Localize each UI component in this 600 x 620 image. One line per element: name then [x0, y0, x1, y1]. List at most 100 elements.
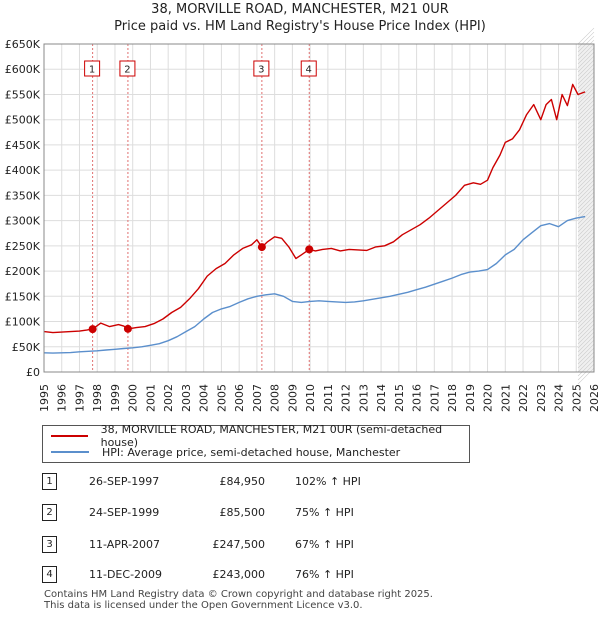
forecast-hatch [577, 287, 595, 305]
x-tick-label: 2026 [588, 384, 600, 412]
forecast-hatch [577, 275, 595, 293]
x-tick-label: 2017 [428, 384, 441, 412]
x-tick-label: 2023 [535, 384, 548, 412]
row-badge: 1 [42, 473, 57, 490]
table-row: 4 11-DEC-2009 £243,000 76% ↑ HPI [42, 566, 600, 584]
forecast-hatch [577, 351, 595, 369]
forecast-hatch [577, 135, 595, 153]
forecast-hatch [577, 159, 595, 177]
x-tick-label: 2000 [127, 384, 140, 412]
table-row: 2 24-SEP-1999 £85,500 75% ↑ HPI [42, 504, 600, 522]
footer-notice: Contains HM Land Registry data © Crown c… [44, 589, 433, 611]
row-badge: 4 [42, 566, 57, 583]
row-date: 11-DEC-2009 [89, 568, 163, 581]
x-tick-label: 2024 [553, 384, 566, 412]
legend-swatch-property [51, 435, 88, 437]
y-tick-label: £250K [5, 240, 41, 253]
x-tick-label: 2021 [499, 384, 512, 412]
forecast-hatch [577, 327, 595, 345]
series-line [43, 83, 586, 334]
forecast-hatch [577, 55, 595, 73]
chart-series [43, 83, 586, 354]
legend-item-property: 38, MORVILLE ROAD, MANCHESTER, M21 0UR (… [51, 423, 469, 449]
sale-marker-label: 1 [89, 65, 95, 76]
forecast-hatch [577, 199, 595, 217]
forecast-hatch [577, 315, 595, 333]
forecast-hatch [577, 207, 595, 225]
forecast-hatch [577, 311, 595, 329]
x-tick-label: 2011 [322, 384, 335, 412]
forecast-hatch [577, 83, 595, 101]
sale-point [123, 324, 132, 333]
forecast-hatch [577, 339, 595, 357]
footer-line-2: This data is licensed under the Open Gov… [44, 600, 363, 611]
forecast-hatch [577, 63, 595, 81]
forecast-hatch [577, 119, 595, 137]
chart-axes: £0 £50K £100K £150K £200K £250K £300K £350K £400… [5, 38, 600, 412]
forecast-hatch [577, 239, 595, 257]
price-chart: 1 2 3 4 £0 £50K £100K £150K £200K £250K £300K £350… [5, 27, 600, 412]
forecast-hatch [577, 211, 595, 229]
x-tick-label: 2016 [411, 384, 424, 412]
forecast-hatch [577, 111, 595, 129]
y-tick-label: £600K [5, 63, 41, 76]
y-tick-label: £550K [5, 88, 41, 101]
forecast-hatch [577, 243, 595, 261]
forecast-hatch [577, 227, 595, 245]
legend-label-property: 38, MORVILLE ROAD, MANCHESTER, M21 0UR (… [100, 423, 443, 449]
sale-point [257, 243, 266, 252]
x-tick-label: 1997 [73, 384, 86, 412]
x-tick-label: 2019 [464, 384, 477, 412]
x-tick-label: 1998 [91, 384, 104, 412]
forecast-hatch [577, 71, 595, 89]
forecast-hatch [577, 283, 595, 301]
forecast-hatch [577, 51, 595, 69]
forecast-hatch [577, 231, 595, 249]
table-row: 1 26-SEP-1997 £84,950 102% ↑ HPI [42, 473, 600, 491]
forecast-hatch [577, 307, 595, 325]
forecast-hatch [577, 343, 595, 361]
x-tick-label: 2006 [233, 384, 246, 412]
x-tick-label: 2002 [162, 384, 175, 412]
forecast-hatch [577, 191, 595, 209]
x-tick-label: 2010 [304, 384, 317, 412]
plot-frame [43, 43, 595, 373]
forecast-hatch [577, 267, 595, 285]
sale-marker-label: 4 [306, 65, 312, 76]
forecast-hatch [577, 27, 595, 45]
forecast-hatch [577, 87, 595, 105]
legend-swatch-hpi [51, 451, 89, 453]
forecast-hatch [577, 271, 595, 289]
forecast-hatch [577, 335, 595, 353]
row-date: 24-SEP-1999 [89, 506, 160, 519]
forecast-hatch [577, 259, 595, 277]
forecast-hatch [577, 43, 595, 61]
forecast-hatch [577, 323, 595, 341]
forecast-hatch [577, 367, 595, 385]
forecast-hatch [577, 247, 595, 265]
row-hpi-change: 102% ↑ HPI [295, 475, 361, 488]
forecast-hatch [577, 235, 595, 253]
table-row: 3 11-APR-2007 £247,500 67% ↑ HPI [42, 536, 600, 554]
forecast-hatch [577, 67, 595, 85]
y-tick-label: £0 [26, 366, 40, 379]
forecast-hatch [577, 195, 595, 213]
legend-label-hpi: HPI: Average price, semi-detached house,… [102, 445, 401, 459]
series-line [43, 215, 586, 354]
forecast-hatch [577, 155, 595, 173]
y-tick-label: £500K [5, 114, 41, 127]
forecast-hatch [577, 99, 595, 117]
row-price: £247,500 [212, 538, 266, 551]
sale-markers: 1 2 3 4 [84, 60, 317, 334]
forecast-hatch [577, 263, 595, 281]
forecast-hatch [577, 115, 595, 133]
chart-subtitle: Price paid vs. HM Land Registry's House … [114, 19, 486, 34]
x-tick-label: 2014 [375, 384, 388, 412]
forecast-hatch [577, 139, 595, 157]
forecast-hatch [577, 123, 595, 141]
footer-line-1: Contains HM Land Registry data © Crown c… [44, 589, 433, 600]
forecast-hatch [577, 291, 595, 309]
y-tick-label: £50K [12, 341, 41, 354]
row-hpi-change: 76% ↑ HPI [295, 568, 354, 581]
forecast-hatch [577, 279, 595, 297]
